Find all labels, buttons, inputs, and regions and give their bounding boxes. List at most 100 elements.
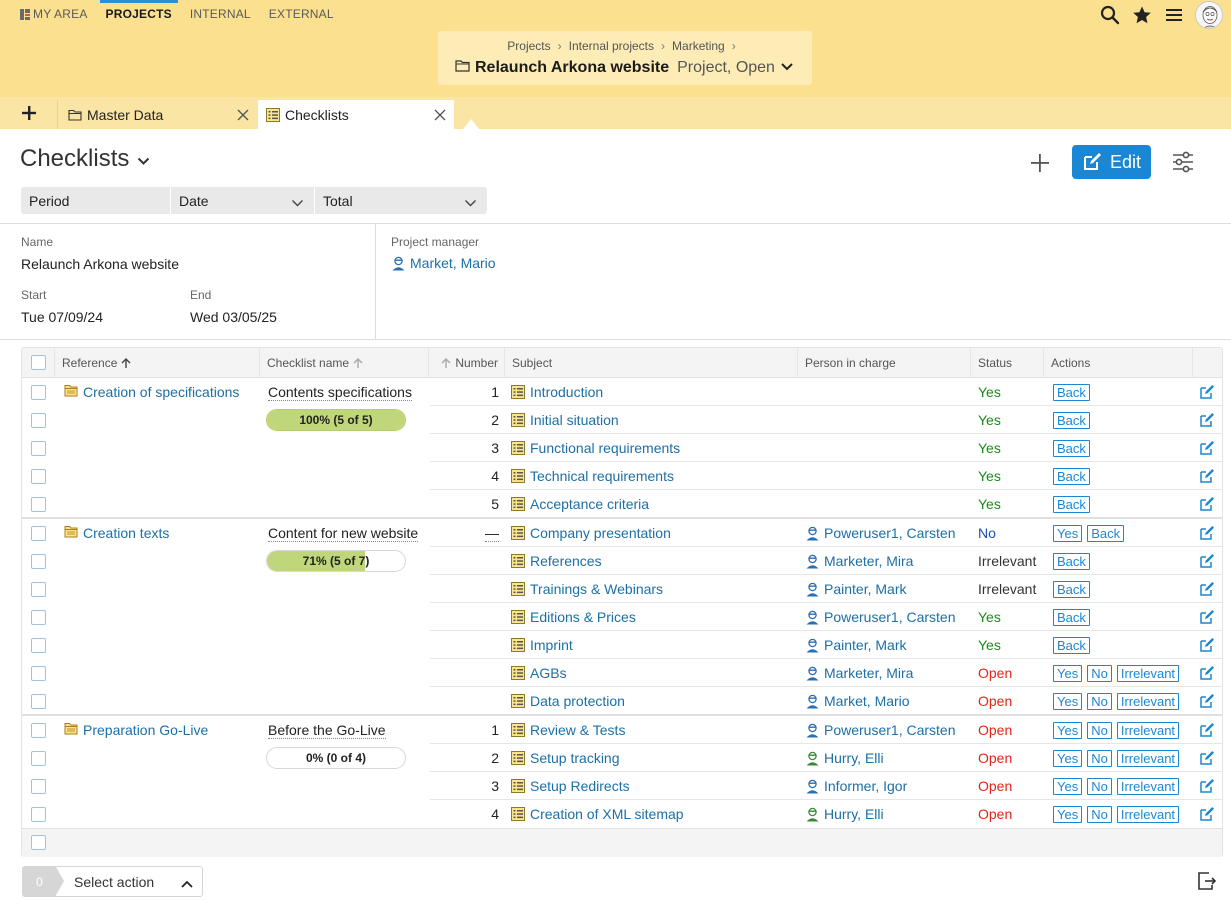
edit-icon[interactable] [1199,525,1215,544]
subject-link[interactable]: Imprint [530,637,573,653]
nav-projects[interactable]: PROJECTS [99,0,179,30]
table-row[interactable]: Data protection Market, Mario Open Yes No Irr… [22,687,1222,715]
col-person[interactable]: Person in charge [798,348,971,377]
subject-link[interactable]: Data protection [530,693,625,709]
row-checkbox[interactable] [31,637,46,653]
row-checkbox[interactable] [31,384,46,400]
edit-icon[interactable] [1199,609,1215,628]
action-no-button[interactable]: No [1087,664,1112,682]
row-checkbox[interactable] [31,806,46,822]
filter-total[interactable]: Total [315,187,487,214]
action-no-button[interactable]: No [1087,692,1112,710]
breadcrumb-item[interactable]: Internal projects [568,39,655,53]
action-yes-button[interactable]: Yes [1053,805,1083,823]
person-link[interactable]: Poweruser1, Carsten [824,525,956,541]
subject-link[interactable]: Functional requirements [530,440,681,456]
row-checkbox[interactable] [31,412,46,428]
edit-icon[interactable] [1199,468,1215,487]
select-action-dropdown[interactable]: 0 Select action [22,866,203,897]
row-checkbox[interactable] [31,665,46,681]
action-no-button[interactable]: No [1087,749,1112,767]
add-tab-button[interactable] [16,101,42,125]
subject-link[interactable]: Setup tracking [530,750,620,766]
chevron-down-icon[interactable] [780,59,794,77]
action-irrelevant-button[interactable]: Irrelevant [1116,805,1180,823]
table-row[interactable]: Trainings & Webinars Painter, Mark Irrelev… [22,575,1222,603]
person-link[interactable]: Poweruser1, Carsten [824,722,956,738]
action-back-button[interactable]: Back [1053,439,1090,457]
col-number[interactable]: Number [429,348,505,377]
person-link[interactable]: Marketer, Mira [824,665,914,681]
action-irrelevant-button[interactable]: Irrelevant [1116,777,1180,795]
table-row[interactable]: References Marketer, Mira Irrelevant Back [22,547,1222,575]
footer-checkbox[interactable] [31,835,46,850]
table-row[interactable]: AGBs Marketer, Mira Open Yes No Irrelevant [22,659,1222,687]
close-icon[interactable] [237,108,249,121]
row-checkbox[interactable] [31,581,46,597]
nav-external[interactable]: EXTERNAL [269,0,334,30]
table-row[interactable]: Creation texts Content for new website — Co… [22,519,1222,547]
col-subject[interactable]: Subject [505,348,798,377]
action-back-button[interactable]: Back [1053,608,1090,626]
row-checkbox[interactable] [31,609,46,625]
row-checkbox[interactable] [31,750,46,766]
person-link[interactable]: Market, Mario [824,693,910,709]
edit-icon[interactable] [1199,496,1215,515]
tab-checklists[interactable]: Checklists [258,100,454,129]
tab-master-data[interactable]: Master Data [57,100,257,129]
person-link[interactable]: Poweruser1, Carsten [824,609,956,625]
person-link[interactable]: Painter, Mark [824,581,907,597]
checklist-name-link[interactable]: Content for new website [268,524,419,542]
edit-icon[interactable] [1199,750,1215,769]
edit-icon[interactable] [1199,778,1215,797]
row-checkbox[interactable] [31,722,46,738]
col-reference[interactable]: Reference [55,348,260,377]
edit-icon[interactable] [1199,553,1215,572]
action-irrelevant-button[interactable]: Irrelevant [1116,664,1180,682]
action-yes-button[interactable]: Yes [1053,721,1083,739]
avatar[interactable] [1195,1,1223,29]
action-back-button[interactable]: Back [1053,467,1090,485]
project-manager-link[interactable]: Market, Mario [391,255,496,271]
edit-icon[interactable] [1199,693,1215,712]
export-icon[interactable] [1197,872,1217,893]
table-row[interactable]: 2 Initial situation Yes Back [22,406,1222,434]
row-checkbox[interactable] [31,496,46,512]
subject-link[interactable]: Initial situation [530,412,619,428]
row-checkbox[interactable] [31,440,46,456]
subject-link[interactable]: Editions & Prices [530,609,636,625]
table-row[interactable]: 4 Technical requirements Yes Back [22,462,1222,490]
action-back-button[interactable]: Back [1053,411,1090,429]
col-status[interactable]: Status [971,348,1044,377]
filter-period[interactable]: Period [21,187,171,214]
row-checkbox[interactable] [31,553,46,569]
action-back-button[interactable]: Back [1053,636,1090,654]
edit-icon[interactable] [1199,806,1215,825]
edit-icon[interactable] [1199,722,1215,741]
nav-internal[interactable]: INTERNAL [190,0,251,30]
action-yes-button[interactable]: Yes [1053,664,1083,682]
star-icon[interactable] [1131,4,1153,26]
action-yes-button[interactable]: Yes [1053,692,1083,710]
action-irrelevant-button[interactable]: Irrelevant [1116,692,1180,710]
table-row[interactable]: Preparation Go-Live Before the Go-Live 1 Re… [22,716,1222,744]
close-icon[interactable] [434,108,446,121]
action-irrelevant-button[interactable]: Irrelevant [1116,749,1180,767]
subject-link[interactable]: Acceptance criteria [530,496,650,512]
action-yes-button[interactable]: Yes [1053,777,1083,795]
add-button[interactable] [1027,150,1053,176]
table-row[interactable]: 3 Functional requirements Yes Back [22,434,1222,462]
select-all-checkbox[interactable] [22,348,55,377]
table-row[interactable]: 5 Acceptance criteria Yes Back [22,490,1222,518]
edit-icon[interactable] [1199,637,1215,656]
table-row[interactable]: Creation of specifications Contents speci… [22,378,1222,406]
action-no-button[interactable]: No [1087,721,1112,739]
subject-link[interactable]: Creation of XML sitemap [530,806,684,822]
action-yes-button[interactable]: Yes [1053,749,1083,767]
action-no-button[interactable]: No [1087,777,1112,795]
person-link[interactable]: Hurry, Elli [824,750,884,766]
subject-link[interactable]: Setup Redirects [530,778,630,794]
row-checkbox[interactable] [31,693,46,709]
filter-date[interactable]: Date [171,187,315,214]
edit-icon[interactable] [1199,384,1215,403]
